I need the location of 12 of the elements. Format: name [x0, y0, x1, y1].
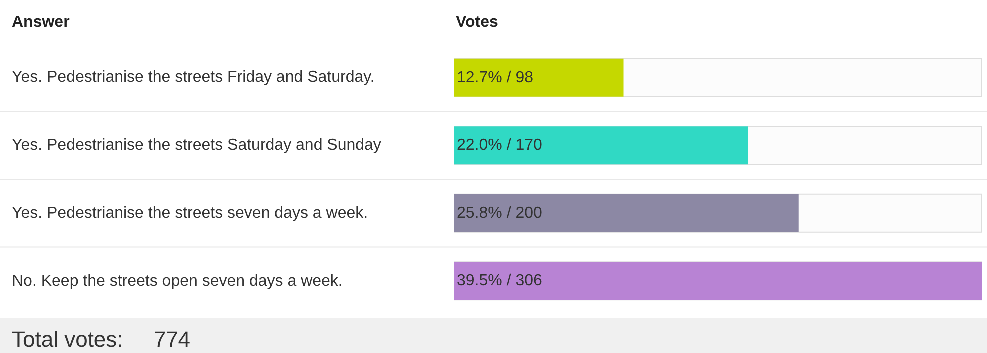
bar [454, 58, 624, 97]
y-tick-label: Yes. Pedestrianise the streets seven days a week. [12, 205, 368, 222]
y-tick-label: Yes. Pedestrianise the streets Friday and Saturday. [12, 69, 375, 86]
y-tick-label: No. Keep the streets open seven days a week. [12, 273, 343, 290]
data-label: 25.8% / 200 [457, 204, 542, 222]
y-axis-title: Answer [12, 14, 70, 31]
data-label: 22.0% / 170 [457, 137, 542, 154]
data-label: 39.5% / 306 [457, 272, 542, 290]
y-tick-label: Yes. Pedestrianise the streets Saturday and Sunday [12, 137, 382, 154]
x-axis-title: Votes [456, 14, 498, 31]
data-label: 12.7% / 98 [457, 69, 534, 86]
text: Total votes: 774 [12, 327, 191, 352]
